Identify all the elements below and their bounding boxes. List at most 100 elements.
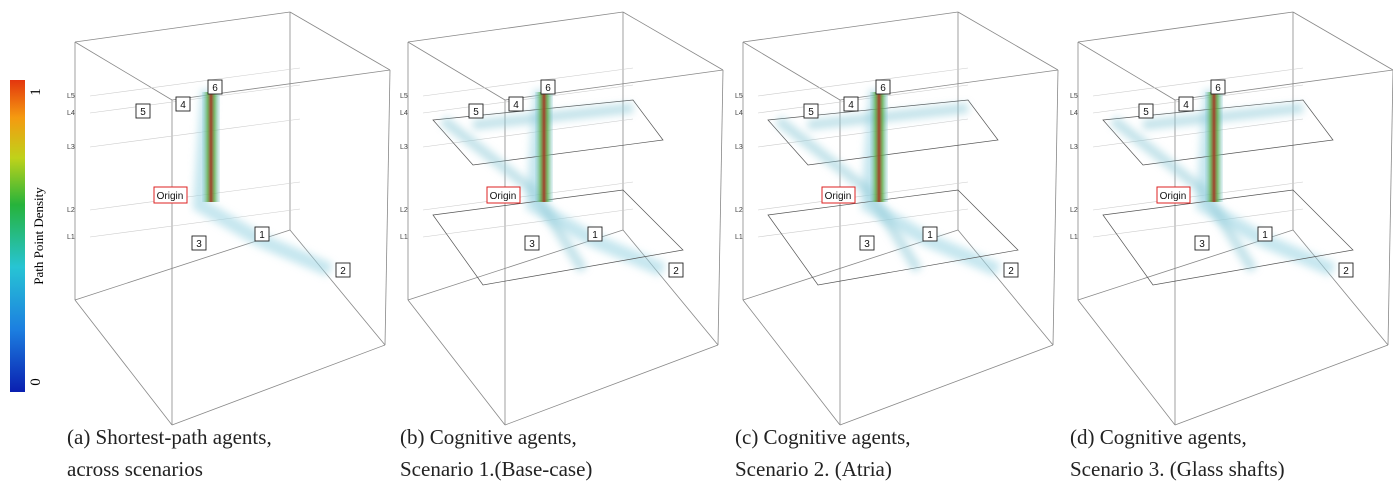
cube-edge [74,41,173,101]
marker-box [508,96,524,112]
density-shaft [1205,92,1223,202]
origin-label: Origin [1160,191,1187,202]
marker-box [875,79,891,95]
level-line [757,208,969,238]
marker-label: 5 [1143,107,1149,118]
level-label: L1 [67,234,75,241]
level-label: L5 [1070,93,1078,100]
level-label: L2 [735,207,743,214]
colorbar-min: 0 [28,378,44,386]
caption-line: (d) Cognitive agents, [1070,425,1247,449]
cube-edge [74,11,291,43]
level-line [422,67,634,97]
marker-box [843,96,859,112]
marker-box [335,262,351,278]
level-line [757,84,969,114]
cube-edge [1292,11,1393,71]
level-label: L5 [735,93,743,100]
marker-box [1338,262,1354,278]
marker-label: 4 [180,100,186,111]
cube-edge [957,229,1054,346]
marker-box [1138,103,1154,119]
level-label: L3 [67,144,75,151]
marker-box [803,103,819,119]
path-lines [767,99,1019,286]
level-label: L2 [400,207,408,214]
path-lines [1102,99,1354,286]
cube-edge [742,11,959,43]
marker-box [468,103,484,119]
level-line [1092,67,1304,97]
level-line [1092,118,1304,148]
cube-edge [742,299,841,426]
marker-label: 5 [808,107,814,118]
cube-edge [289,229,386,346]
cube-edge [1052,69,1059,346]
marker-box [254,226,270,242]
level-line [89,208,301,238]
level-label: L4 [1070,110,1078,117]
level-line [89,84,301,114]
marker-box [668,262,684,278]
level-line [422,118,634,148]
marker-label: 1 [1262,230,1268,241]
cube-edge [1174,344,1389,426]
cube-edge [407,41,506,101]
caption-line: (a) Shortest-path agents, [67,425,272,449]
origin-label: Origin [490,191,517,202]
marker-box [1178,96,1194,112]
path-lines [432,99,684,286]
caption-line: (c) Cognitive agents, [735,425,911,449]
density-shaft [202,92,220,202]
level-label: L2 [1070,207,1078,214]
origin-box [1156,186,1191,204]
origin-box [821,186,856,204]
marker-label: 2 [1343,266,1349,277]
marker-box [1210,79,1226,95]
level-line [757,118,969,148]
marker-box [540,79,556,95]
origin-label: Origin [825,191,852,202]
cube-edge [622,229,719,346]
colorbar-max: 1 [28,88,44,96]
cube-edge [1387,69,1393,346]
level-line [757,67,969,97]
density-shaft [870,92,888,202]
cube-edge [742,41,841,101]
marker-label: 1 [592,230,598,241]
marker-box [524,235,540,251]
cube-edge [1077,299,1176,426]
level-label: L3 [400,144,408,151]
level-label: L4 [735,110,743,117]
level-line [89,118,301,148]
level-label: L5 [67,93,75,100]
marker-label: 4 [513,100,519,111]
level-label: L4 [67,110,75,117]
level-label: L1 [1070,234,1078,241]
level-line [89,67,301,97]
level-line [1092,84,1304,114]
cube-edge [504,344,719,426]
marker-label: 2 [340,266,346,277]
cube-edge [407,11,624,43]
marker-box [859,235,875,251]
cube-edge [407,299,506,426]
marker-box [1194,235,1210,251]
marker-box [1003,262,1019,278]
marker-label: 3 [529,239,535,250]
marker-box [191,235,207,251]
marker-label: 4 [1183,100,1189,111]
marker-label: 1 [259,230,265,241]
caption-line: Scenario 3. (Glass shafts) [1070,457,1285,481]
colorbar-label: Path Point Density [31,187,46,285]
marker-box [175,96,191,112]
density-shaft [535,92,553,202]
level-label: L2 [67,207,75,214]
cube-edge [622,11,724,71]
origin-box [486,186,521,204]
origin-box [153,186,188,204]
colorbar [10,80,25,392]
marker-label: 6 [545,83,551,94]
caption-line: across scenarios [67,457,203,481]
cube-edge [74,299,173,426]
